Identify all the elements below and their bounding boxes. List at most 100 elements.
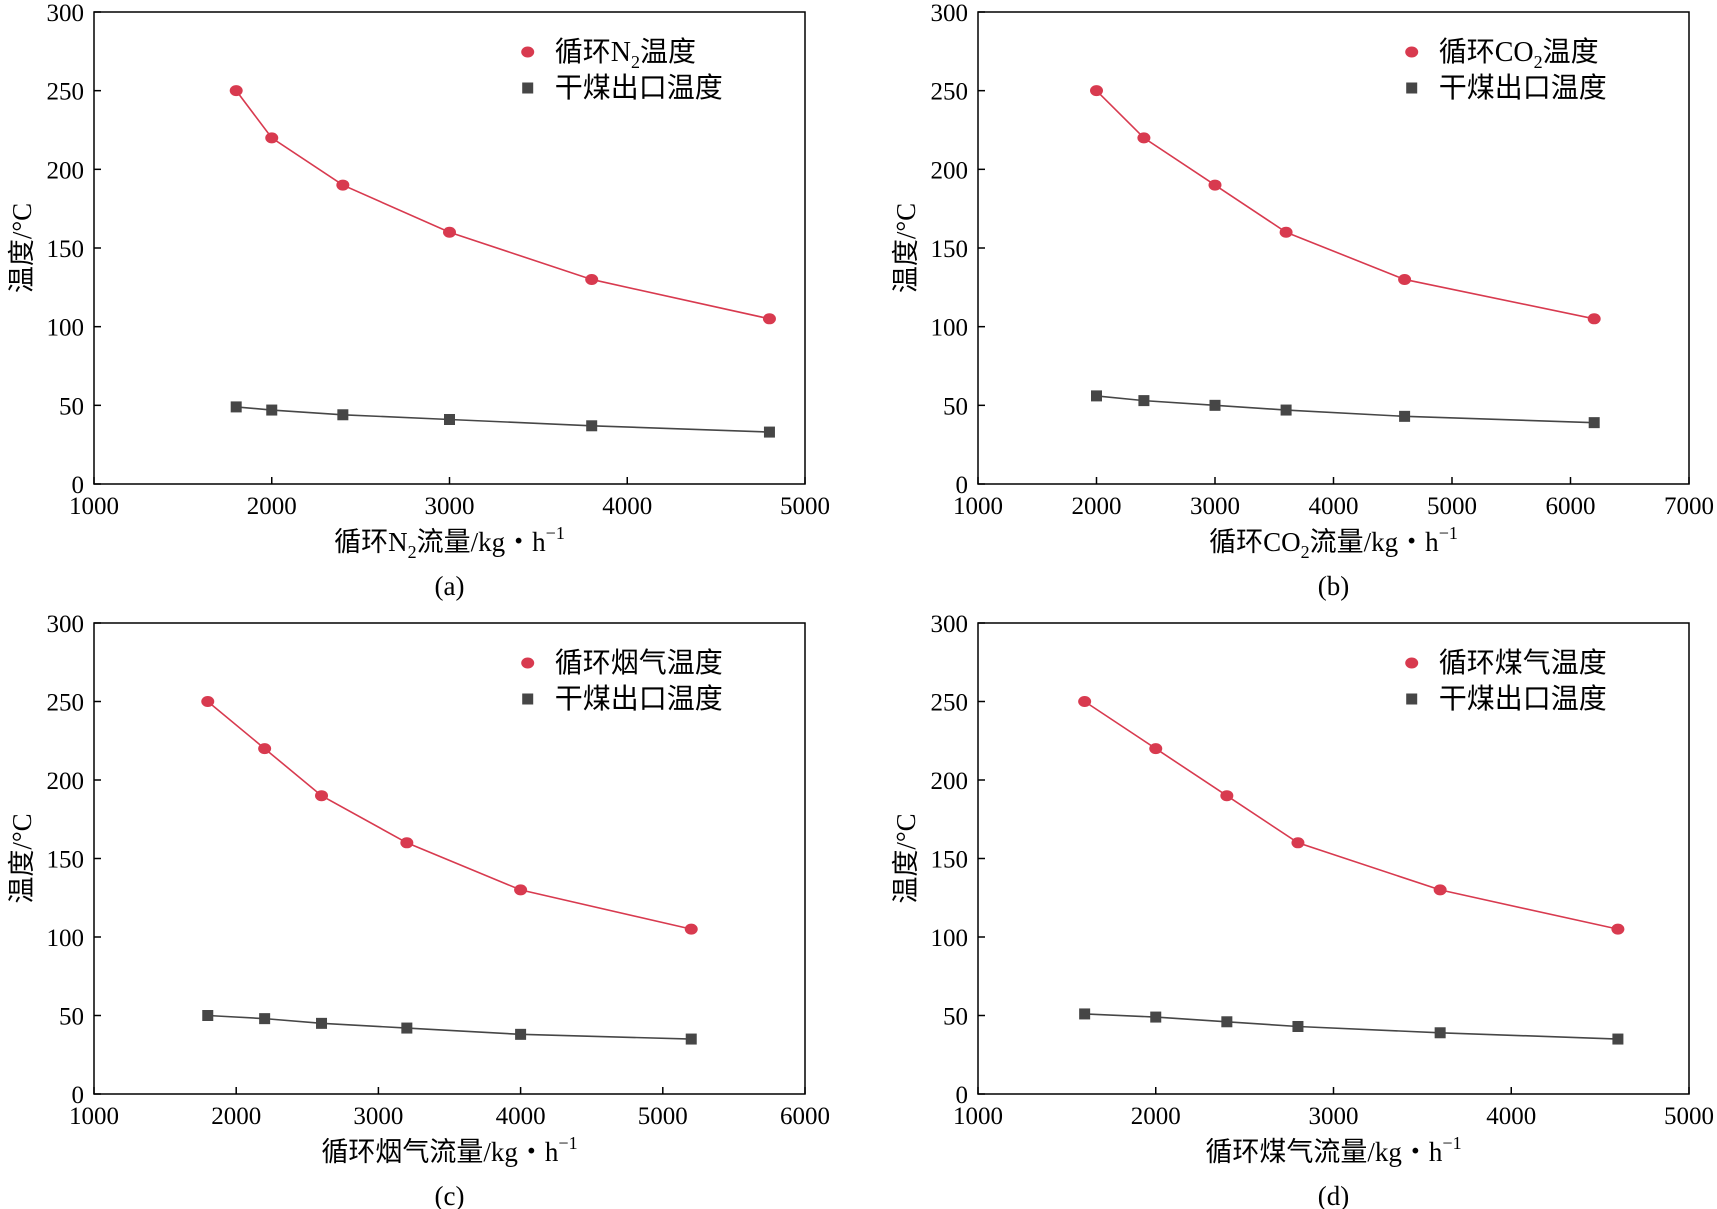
x-axis-label: 循环N2流量/kg・h−1 bbox=[334, 523, 565, 562]
chart-panel: 1000 2000 3000 4000 5000 6000 7000 0 50 100 150 200… bbox=[891, 0, 1714, 601]
x-tick-label: 4000 bbox=[1486, 1103, 1536, 1130]
data-point bbox=[1433, 884, 1447, 896]
y-axis-label: 温度/°C bbox=[891, 203, 921, 293]
x-tick-label: 2000 bbox=[1131, 1103, 1181, 1130]
data-point bbox=[316, 1017, 328, 1029]
series-line bbox=[235, 90, 770, 320]
y-axis-label: 温度/°C bbox=[7, 203, 37, 293]
data-point bbox=[230, 401, 242, 413]
y-tick-label: 100 bbox=[47, 925, 85, 952]
data-point bbox=[1149, 743, 1163, 755]
legend-marker bbox=[521, 657, 535, 669]
y-tick-label: 150 bbox=[47, 847, 85, 874]
data-point bbox=[1090, 85, 1103, 97]
x-tick-label: 3000 bbox=[425, 493, 475, 520]
chart-panel: 1000 2000 3000 4000 5000 0 50 100 150 200 250 300 温度… bbox=[891, 611, 1714, 1209]
data-point bbox=[336, 179, 350, 191]
y-tick-label: 200 bbox=[931, 157, 969, 184]
x-tick-label: 7000 bbox=[1664, 493, 1714, 520]
y-tick-label: 0 bbox=[956, 1082, 969, 1109]
y-tick-label: 200 bbox=[931, 768, 969, 795]
data-point bbox=[1611, 923, 1625, 935]
y-tick-label: 0 bbox=[72, 472, 85, 499]
data-point bbox=[1221, 1016, 1233, 1028]
y-tick-label: 250 bbox=[47, 79, 85, 106]
data-point bbox=[1138, 395, 1150, 407]
y-tick-label: 50 bbox=[943, 393, 968, 420]
x-axis-label-part: 循环烟气流量/kg・h bbox=[321, 1137, 559, 1167]
legend-label: 干煤出口温度 bbox=[1439, 72, 1607, 104]
data-point bbox=[258, 743, 272, 755]
x-axis-label: 循环烟气流量/kg・h−1 bbox=[321, 1133, 577, 1167]
legend-label-part: 干煤出口温度 bbox=[1439, 72, 1607, 104]
series-line bbox=[1095, 90, 1595, 320]
data-point bbox=[1434, 1027, 1446, 1039]
data-point bbox=[1079, 1008, 1091, 1020]
data-point bbox=[1398, 273, 1412, 285]
y-tick-label: 100 bbox=[931, 315, 969, 342]
x-tick-label: 4000 bbox=[1309, 493, 1359, 520]
y-tick-label: 50 bbox=[59, 1004, 84, 1031]
data-point bbox=[401, 1022, 413, 1034]
y-tick-label: 100 bbox=[931, 925, 969, 952]
data-point bbox=[1091, 390, 1102, 402]
data-point bbox=[585, 273, 599, 285]
x-axis-label-part: −1 bbox=[558, 1133, 577, 1153]
y-tick-label: 300 bbox=[47, 611, 85, 638]
data-point bbox=[1078, 696, 1092, 707]
y-axis-label: 温度/°C bbox=[891, 813, 921, 903]
data-point bbox=[762, 313, 776, 325]
y-axis-label: 温度/°C bbox=[7, 813, 37, 903]
legend-label: 循环N2温度 bbox=[555, 36, 696, 72]
data-point bbox=[337, 409, 349, 421]
data-point bbox=[202, 1010, 214, 1021]
x-tick-label: 6000 bbox=[1546, 493, 1596, 520]
y-tick-label: 300 bbox=[931, 611, 969, 638]
x-tick-label: 2000 bbox=[211, 1103, 261, 1130]
x-axis-label: 循环煤气流量/kg・h−1 bbox=[1205, 1133, 1461, 1167]
x-tick-label: 5000 bbox=[1427, 493, 1477, 520]
y-tick-label: 250 bbox=[931, 79, 969, 106]
legend-label-part: 干煤出口温度 bbox=[555, 683, 723, 715]
legend-label: 循环CO2温度 bbox=[1439, 36, 1599, 72]
x-tick-label: 1000 bbox=[953, 1103, 1003, 1130]
legend-label-part: 循环CO bbox=[1439, 36, 1534, 68]
data-point bbox=[266, 404, 278, 416]
legend-label-part: 循环N bbox=[555, 36, 631, 68]
legend-marker bbox=[1405, 46, 1419, 58]
legend-label: 循环烟气温度 bbox=[555, 647, 723, 679]
x-axis-label-part: 循环CO bbox=[1209, 527, 1301, 557]
y-tick-label: 250 bbox=[931, 690, 969, 717]
data-point bbox=[1280, 404, 1292, 416]
y-tick-label: 100 bbox=[47, 315, 85, 342]
legend-marker bbox=[521, 46, 535, 58]
x-tick-label: 5000 bbox=[1664, 1103, 1714, 1130]
x-axis-label-part: 2 bbox=[1301, 542, 1310, 562]
legend-marker bbox=[1405, 657, 1419, 669]
x-tick-label: 4000 bbox=[496, 1103, 546, 1130]
y-tick-label: 150 bbox=[931, 847, 969, 874]
x-tick-label: 5000 bbox=[780, 493, 830, 520]
chart-panel: 1000 2000 3000 4000 5000 6000 0 50 100 150 200 250 3… bbox=[7, 611, 830, 1209]
data-point bbox=[201, 696, 215, 707]
y-tick-label: 150 bbox=[47, 236, 85, 263]
x-tick-label: 3000 bbox=[1190, 493, 1240, 520]
data-point bbox=[1208, 179, 1222, 191]
panel-caption: (c) bbox=[435, 1181, 465, 1209]
x-axis-label-part: 循环煤气流量/kg・h bbox=[1205, 1137, 1443, 1167]
x-tick-label: 3000 bbox=[353, 1103, 403, 1130]
x-axis-label-part: 2 bbox=[408, 542, 417, 562]
x-axis-label-part: 流量/kg・h bbox=[1310, 527, 1440, 557]
series-line bbox=[1084, 1013, 1618, 1040]
legend-label-part: 温度 bbox=[1543, 36, 1599, 68]
data-point bbox=[315, 790, 329, 802]
data-point bbox=[400, 837, 414, 849]
y-tick-label: 200 bbox=[47, 768, 85, 795]
legend-marker bbox=[1406, 82, 1418, 94]
panel-caption: (a) bbox=[435, 571, 465, 601]
legend-label: 循环煤气温度 bbox=[1439, 647, 1607, 679]
y-tick-label: 50 bbox=[943, 1004, 968, 1031]
data-point bbox=[1587, 313, 1601, 325]
x-axis-label: 循环CO2流量/kg・h−1 bbox=[1209, 523, 1458, 562]
series-line bbox=[1096, 395, 1595, 424]
